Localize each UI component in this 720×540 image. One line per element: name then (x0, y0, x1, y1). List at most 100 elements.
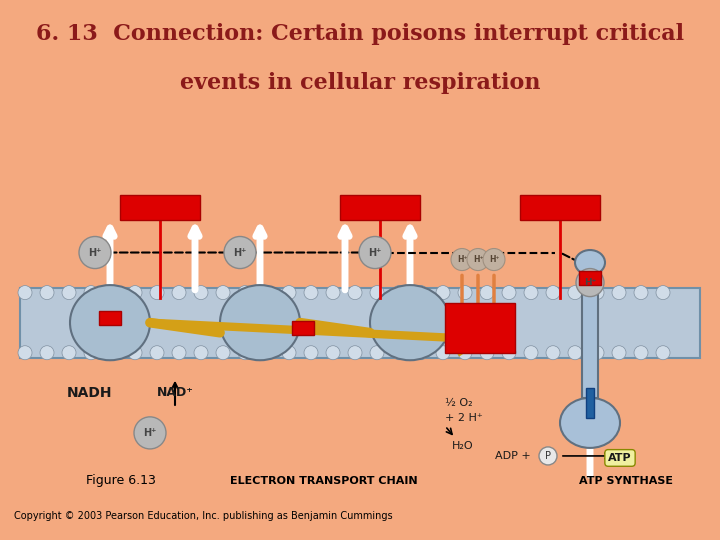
Text: ½ O₂: ½ O₂ (445, 398, 472, 408)
Bar (292, 321, 314, 335)
Circle shape (524, 286, 538, 300)
Circle shape (392, 286, 406, 300)
Text: NADH: NADH (67, 386, 113, 400)
Bar (582, 267, 598, 398)
Circle shape (436, 346, 450, 360)
Text: Figure 6.13: Figure 6.13 (86, 474, 156, 487)
Ellipse shape (575, 250, 605, 275)
Circle shape (282, 286, 296, 300)
Text: ATP SYNTHASE: ATP SYNTHASE (580, 476, 673, 485)
Circle shape (480, 286, 494, 300)
Circle shape (656, 346, 670, 360)
Text: H₂O: H₂O (452, 441, 474, 451)
Circle shape (150, 286, 164, 300)
Circle shape (348, 346, 362, 360)
Circle shape (370, 346, 384, 360)
Circle shape (194, 286, 208, 300)
Circle shape (502, 346, 516, 360)
Circle shape (458, 346, 472, 360)
Text: H⁺: H⁺ (456, 255, 467, 264)
Circle shape (216, 346, 230, 360)
Ellipse shape (70, 285, 150, 360)
Circle shape (304, 346, 318, 360)
Circle shape (134, 417, 166, 449)
Circle shape (348, 286, 362, 300)
Bar (520, 195, 600, 220)
Circle shape (634, 286, 648, 300)
Circle shape (128, 286, 142, 300)
Circle shape (370, 286, 384, 300)
Circle shape (436, 286, 450, 300)
Circle shape (84, 286, 98, 300)
Circle shape (238, 286, 252, 300)
Text: ADP +: ADP + (495, 451, 534, 461)
Text: + 2 H⁺: + 2 H⁺ (445, 413, 482, 423)
Circle shape (392, 346, 406, 360)
Circle shape (282, 346, 296, 360)
Circle shape (576, 268, 604, 296)
Circle shape (483, 248, 505, 271)
Circle shape (238, 346, 252, 360)
Bar (445, 302, 515, 353)
Circle shape (84, 346, 98, 360)
Text: P: P (545, 451, 551, 461)
Text: ELECTRON TRANSPORT CHAIN: ELECTRON TRANSPORT CHAIN (230, 476, 418, 485)
Bar (340, 195, 420, 220)
Ellipse shape (220, 285, 300, 360)
Circle shape (414, 346, 428, 360)
Circle shape (467, 248, 489, 271)
Text: H⁺: H⁺ (473, 255, 483, 264)
Circle shape (128, 346, 142, 360)
Text: Copyright © 2003 Pearson Education, Inc. publishing as Benjamin Cummings: Copyright © 2003 Pearson Education, Inc.… (14, 511, 393, 521)
Circle shape (194, 346, 208, 360)
Circle shape (546, 346, 560, 360)
Circle shape (458, 286, 472, 300)
Circle shape (62, 346, 76, 360)
Ellipse shape (560, 398, 620, 448)
Circle shape (150, 346, 164, 360)
Circle shape (224, 237, 256, 268)
Text: ATP: ATP (608, 453, 632, 463)
Circle shape (524, 346, 538, 360)
Circle shape (568, 346, 582, 360)
Circle shape (40, 286, 54, 300)
Circle shape (480, 346, 494, 360)
Text: 6. 13  Connection: Certain poisons interrupt critical: 6. 13 Connection: Certain poisons interr… (36, 23, 684, 45)
Bar (20, 288, 700, 357)
Circle shape (304, 286, 318, 300)
Circle shape (40, 346, 54, 360)
Bar (99, 310, 121, 325)
Bar (579, 271, 601, 285)
Bar (120, 195, 200, 220)
Circle shape (568, 286, 582, 300)
Circle shape (18, 286, 32, 300)
Circle shape (612, 286, 626, 300)
Circle shape (216, 286, 230, 300)
Circle shape (502, 286, 516, 300)
Circle shape (634, 346, 648, 360)
Text: H⁺: H⁺ (369, 247, 382, 258)
Text: H⁺: H⁺ (89, 247, 102, 258)
Circle shape (106, 286, 120, 300)
Circle shape (546, 286, 560, 300)
Circle shape (656, 286, 670, 300)
Text: H⁺: H⁺ (489, 255, 499, 264)
Circle shape (539, 447, 557, 465)
Circle shape (590, 286, 604, 300)
Circle shape (590, 346, 604, 360)
Circle shape (359, 237, 391, 268)
Circle shape (260, 346, 274, 360)
Circle shape (79, 237, 111, 268)
Text: events in cellular respiration: events in cellular respiration (180, 72, 540, 93)
Circle shape (612, 346, 626, 360)
Circle shape (414, 286, 428, 300)
Circle shape (172, 286, 186, 300)
Circle shape (326, 346, 340, 360)
Circle shape (172, 346, 186, 360)
Ellipse shape (370, 285, 450, 360)
Circle shape (451, 248, 473, 271)
Bar (586, 388, 594, 418)
Text: H⁺: H⁺ (143, 428, 157, 438)
Circle shape (106, 346, 120, 360)
Text: NAD⁺: NAD⁺ (156, 386, 194, 399)
